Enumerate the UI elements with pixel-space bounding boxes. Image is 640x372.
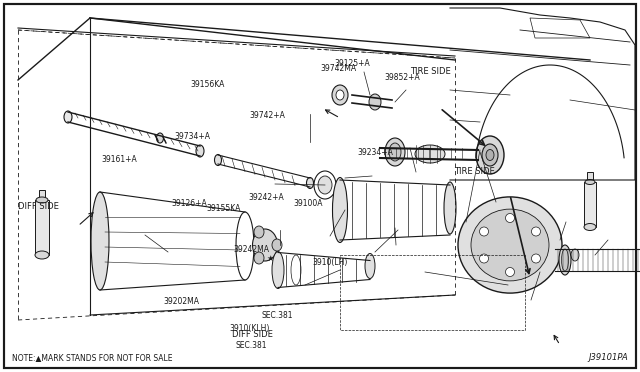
Ellipse shape: [479, 227, 488, 236]
Ellipse shape: [571, 249, 579, 261]
Bar: [340, 255, 525, 330]
Ellipse shape: [314, 171, 336, 199]
Text: 39156KA: 39156KA: [191, 80, 225, 89]
Text: 39734+A: 39734+A: [174, 132, 210, 141]
Text: TIRE SIDE: TIRE SIDE: [410, 67, 451, 76]
Text: SEC.381: SEC.381: [261, 311, 292, 320]
Bar: [584, 182, 596, 227]
Ellipse shape: [415, 145, 445, 163]
Ellipse shape: [272, 239, 282, 251]
Ellipse shape: [471, 209, 549, 281]
Ellipse shape: [332, 85, 348, 105]
Ellipse shape: [559, 245, 571, 275]
Ellipse shape: [486, 150, 494, 160]
Ellipse shape: [531, 227, 541, 236]
Ellipse shape: [585, 180, 595, 185]
Ellipse shape: [385, 138, 405, 166]
Ellipse shape: [236, 212, 254, 280]
Text: 39125+A: 39125+A: [335, 60, 371, 68]
Text: DIFF SIDE: DIFF SIDE: [232, 330, 273, 339]
Ellipse shape: [64, 111, 72, 123]
Text: SEC.381: SEC.381: [236, 341, 267, 350]
Text: 39126+A: 39126+A: [172, 199, 207, 208]
Ellipse shape: [254, 252, 264, 264]
Text: NOTE:▲MARK STANDS FOR NOT FOR SALE: NOTE:▲MARK STANDS FOR NOT FOR SALE: [12, 353, 173, 362]
Text: ★: ★: [266, 253, 274, 263]
Ellipse shape: [561, 249, 568, 271]
Ellipse shape: [254, 226, 264, 238]
Bar: [587, 172, 593, 183]
Ellipse shape: [476, 136, 504, 174]
Text: DIFF SIDE: DIFF SIDE: [18, 202, 59, 211]
Polygon shape: [530, 18, 590, 38]
Ellipse shape: [36, 197, 48, 203]
Ellipse shape: [157, 133, 163, 143]
Ellipse shape: [389, 143, 401, 161]
Ellipse shape: [506, 267, 515, 276]
Ellipse shape: [35, 251, 49, 259]
Ellipse shape: [253, 229, 278, 261]
Ellipse shape: [318, 176, 332, 194]
Ellipse shape: [272, 251, 284, 289]
Text: 39161+A: 39161+A: [101, 155, 137, 164]
Ellipse shape: [531, 254, 541, 263]
Text: 39742+A: 39742+A: [250, 111, 285, 120]
Ellipse shape: [336, 90, 344, 100]
Ellipse shape: [482, 144, 498, 166]
Ellipse shape: [307, 177, 314, 189]
Ellipse shape: [91, 192, 109, 290]
Ellipse shape: [584, 224, 596, 231]
Ellipse shape: [214, 154, 221, 166]
Ellipse shape: [333, 177, 348, 243]
Text: 39742MA: 39742MA: [320, 64, 356, 73]
Text: TIRE SIDE: TIRE SIDE: [454, 167, 495, 176]
Text: 39234+A: 39234+A: [357, 148, 393, 157]
Ellipse shape: [506, 214, 515, 222]
Text: 3910(KLH): 3910(KLH): [229, 324, 269, 333]
Bar: [35, 200, 49, 255]
Ellipse shape: [365, 253, 375, 279]
Ellipse shape: [458, 197, 562, 293]
Text: 39202MA: 39202MA: [163, 297, 199, 306]
Text: J39101PA: J39101PA: [588, 353, 628, 362]
Ellipse shape: [196, 145, 204, 157]
Text: 39852+A: 39852+A: [384, 73, 420, 82]
Text: 39155KA: 39155KA: [206, 204, 241, 213]
Bar: [39, 190, 45, 202]
Text: 39100A: 39100A: [293, 199, 323, 208]
Text: 39242+A: 39242+A: [248, 193, 284, 202]
Ellipse shape: [369, 94, 381, 110]
Text: 3910(LH): 3910(LH): [312, 258, 348, 267]
Text: 39242MA: 39242MA: [234, 246, 269, 254]
Ellipse shape: [444, 182, 456, 234]
Ellipse shape: [479, 254, 488, 263]
